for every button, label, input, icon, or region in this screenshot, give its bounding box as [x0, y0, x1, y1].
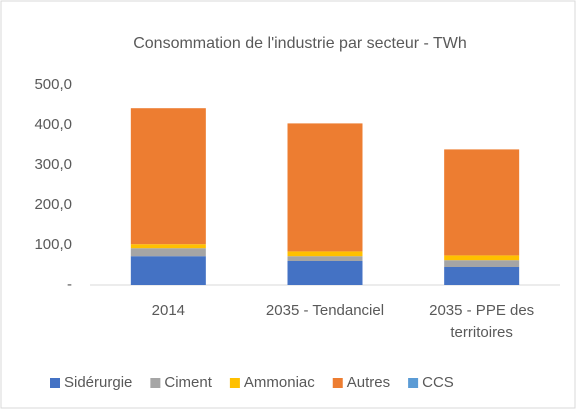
x-tick-label: 2014 [151, 302, 186, 319]
bar-segment [130, 108, 206, 245]
y-tick-label: 100,0 [34, 236, 72, 253]
legend-swatch [50, 378, 60, 388]
bar-segment [130, 256, 206, 285]
bar-segment [444, 149, 520, 256]
y-tick-label: 400,0 [34, 116, 72, 133]
legend-label: Ciment [164, 374, 212, 391]
bar-segment [444, 267, 520, 285]
y-tick-label: 500,0 [34, 76, 72, 93]
y-tick-label: - [67, 276, 72, 293]
chart-title: Consommation de l'industrie par secteur … [133, 35, 467, 52]
legend-label: Ammoniac [244, 374, 315, 391]
x-tick-label: 2035 - PPE des territoires [429, 302, 535, 341]
bar-segment [287, 256, 363, 261]
bar-segment [287, 123, 363, 252]
legend-label: Autres [347, 374, 390, 391]
bar-segment [130, 244, 206, 249]
bar-segment [287, 251, 363, 257]
y-tick-label: 300,0 [34, 156, 72, 173]
bar-segment [444, 260, 520, 267]
legend-swatch [150, 378, 161, 388]
legend-label: Sidérurgie [64, 374, 132, 391]
bar-segment [444, 255, 520, 261]
legend-label: CCS [422, 374, 454, 391]
bar-segment [287, 261, 363, 285]
legend-swatch [332, 378, 343, 388]
bar-segment [130, 248, 206, 257]
y-tick-label: 200,0 [34, 196, 72, 213]
legend-swatch [408, 378, 419, 388]
legend-swatch [229, 378, 240, 388]
x-tick-label: 2035 - Tendanciel [265, 302, 385, 319]
